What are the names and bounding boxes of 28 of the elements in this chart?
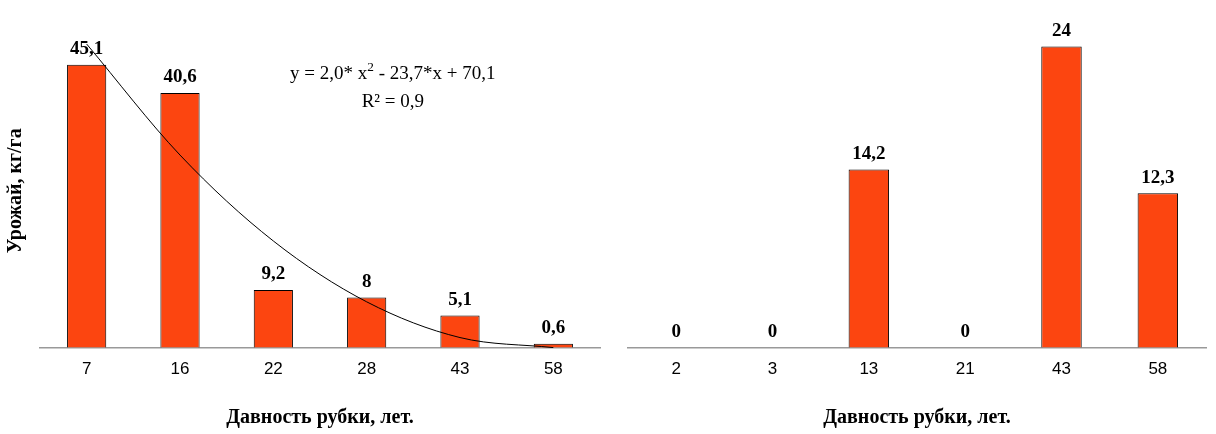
data-label: 0 bbox=[767, 320, 778, 342]
x-tick-label: 58 bbox=[1148, 359, 1168, 379]
data-label: 5,1 bbox=[448, 288, 472, 310]
x-tick-label: 43 bbox=[450, 359, 470, 379]
annotation: R² = 0,9 bbox=[361, 90, 424, 111]
x-tick-label: 16 bbox=[170, 359, 190, 379]
x-tick-label: 13 bbox=[859, 359, 879, 379]
data-label: 12,3 bbox=[1141, 165, 1175, 187]
x-axis-title: Давность рубки, лет. bbox=[823, 405, 1011, 429]
x-tick-label: 58 bbox=[543, 359, 563, 379]
data-label: 0 bbox=[960, 320, 970, 342]
data-label: 0 bbox=[671, 320, 681, 342]
data-label: 14,2 bbox=[852, 141, 886, 163]
y-axis-title: Урожай, кг/га bbox=[3, 128, 27, 254]
x-tick-label: 22 bbox=[263, 359, 283, 379]
x-tick-label: 21 bbox=[955, 359, 975, 379]
data-label: 40,6 bbox=[163, 65, 197, 87]
data-label: 0,6 bbox=[541, 316, 566, 338]
data-label: 9,2 bbox=[261, 262, 286, 284]
data-label: 24 bbox=[1052, 18, 1072, 40]
x-axis-title: Давность рубки, лет. bbox=[226, 405, 414, 429]
x-tick-label: 2 bbox=[671, 359, 681, 379]
data-label: 8 bbox=[361, 269, 372, 291]
x-tick-label: 43 bbox=[1052, 359, 1071, 379]
x-tick-label: 7 bbox=[81, 359, 92, 379]
data-label: 45,1 bbox=[70, 37, 104, 59]
x-tick-label: 3 bbox=[767, 359, 778, 379]
x-tick-label: 28 bbox=[357, 359, 377, 379]
